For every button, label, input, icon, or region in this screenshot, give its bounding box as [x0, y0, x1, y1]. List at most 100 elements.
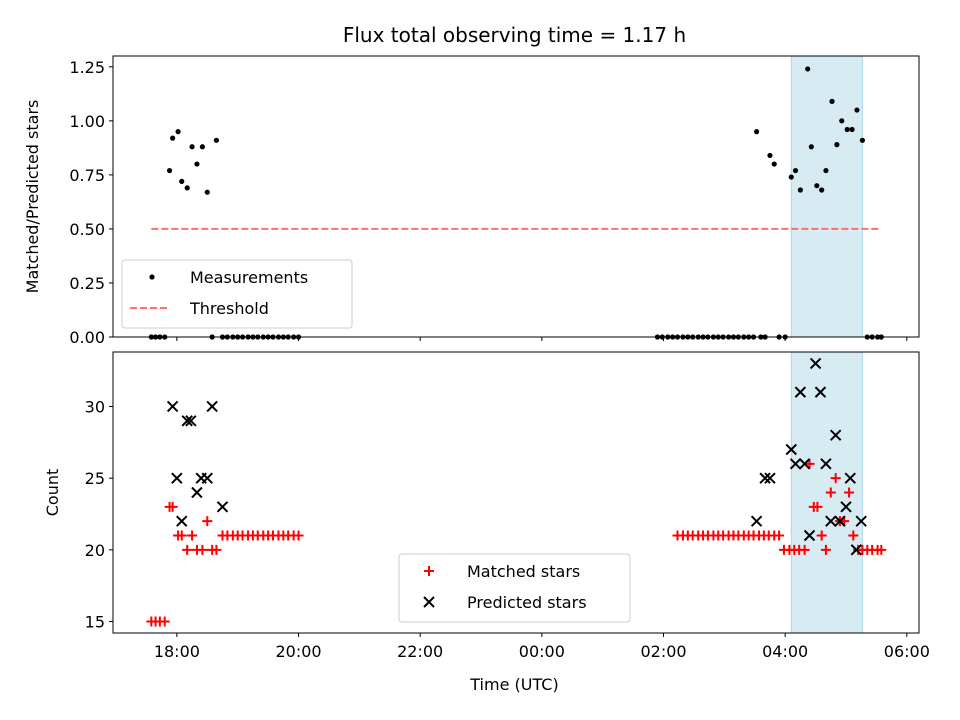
measurement-point: [839, 118, 845, 124]
top-panel: 0.00 0.25 0.50 0.75 1.00 1.25 Matched/Predicte…: [23, 55, 920, 347]
matched-star-point: [176, 530, 187, 541]
predicted-star-point: [201, 472, 213, 484]
measurement-point: [179, 178, 185, 184]
bottom-legend: Matched stars Predicted stars: [398, 553, 631, 623]
top-highlight-span: [790, 55, 863, 338]
y-tick-label: 1.00: [69, 112, 105, 131]
chart-title: Flux total observing time = 1.17 h: [343, 23, 686, 47]
x-tick-label: 20:00: [275, 642, 321, 661]
legend-box: [121, 259, 353, 329]
predicted-star-point: [176, 515, 188, 527]
measurement-point: [808, 144, 814, 150]
measurement-point: [213, 137, 220, 143]
predicted-star-point: [844, 472, 856, 484]
predicted-star-point: [855, 515, 867, 527]
top-legend: Measurements Threshold: [121, 259, 353, 329]
matched-star-point: [202, 516, 213, 527]
measurement-point: [767, 152, 773, 159]
predicted-star-point: [171, 472, 183, 484]
legend-label: Measurements: [190, 268, 308, 287]
measurement-point: [184, 185, 190, 191]
predicted-star-point: [185, 415, 197, 427]
predicted-star-point: [834, 515, 846, 527]
predicted-star-point: [794, 386, 807, 398]
measurement-point: [189, 144, 195, 150]
measurement-point: [170, 135, 176, 141]
measurement-point: [819, 187, 825, 193]
predicted-star-point: [829, 429, 842, 441]
predicted-star-point: [785, 443, 797, 456]
matched-star-point: [211, 544, 222, 555]
predicted-star-point: [750, 515, 763, 527]
measurement-point: [194, 161, 200, 167]
measurement-point: [797, 187, 803, 193]
matched-star-point: [187, 530, 198, 541]
measurement-point: [771, 161, 777, 167]
y-tick-label: 20: [85, 541, 105, 560]
y-tick-label: 0.00: [69, 328, 105, 347]
measurement-point: [814, 183, 820, 189]
x-axis-label: Time (UTC): [469, 675, 558, 694]
measurement-point: [859, 137, 866, 143]
legend-label: Threshold: [189, 299, 269, 318]
matched-star-point: [197, 544, 208, 555]
measurement-point: [823, 167, 829, 174]
measurement-point: [805, 66, 811, 72]
predicted-star-point: [166, 400, 179, 413]
measurement-point: [829, 98, 835, 104]
measurement-point: [753, 129, 760, 135]
legend-entry: Predicted stars: [423, 593, 587, 612]
legend-entry: Threshold: [130, 299, 269, 318]
y-tick-label: 30: [85, 397, 105, 416]
predicted-star-point: [850, 544, 863, 556]
predicted-star-point: [820, 458, 832, 470]
predicted-star-point: [803, 529, 816, 542]
x-tick-label: 06:00: [884, 642, 930, 661]
y-tick-label: 15: [85, 613, 105, 632]
x-tick-label: 02:00: [640, 642, 686, 661]
matched-star-point: [804, 458, 815, 469]
x-tick-label: 22:00: [397, 642, 443, 661]
matched-star-point: [816, 530, 827, 541]
measurement-point: [166, 167, 173, 174]
y-tick-label: 0.50: [69, 220, 105, 239]
matched-star-point: [799, 544, 810, 555]
matched-star-point: [848, 530, 859, 541]
predicted-star-point: [814, 386, 827, 398]
matched-star-point: [293, 530, 304, 541]
matched-star-point: [182, 544, 193, 555]
matched-star-point: [830, 473, 841, 484]
legend-box: [398, 553, 631, 623]
legend-swatch: [423, 596, 435, 608]
bottom-panel: 15 20 25 30 18:00 20:00 22:00 00:00 02:00 04:00 06…: [43, 351, 930, 661]
top-y-axis-label: Matched/Predicted stars: [23, 100, 42, 294]
matched-star-point: [876, 544, 887, 555]
matched-star-point: [825, 487, 836, 498]
y-tick-label: 1.25: [69, 58, 105, 77]
y-tick-label: 25: [85, 469, 105, 488]
bottom-axes-frame: [112, 351, 920, 634]
top-axes-frame: [112, 55, 920, 338]
matched-star-point: [159, 616, 170, 627]
measurement-point: [849, 126, 855, 133]
bottom-series-1: [166, 357, 867, 556]
predicted-star-point: [789, 458, 802, 470]
y-tick-label: 0.25: [69, 274, 105, 293]
measurement-point: [204, 189, 210, 195]
matched-star-point: [774, 530, 785, 541]
predicted-star-point: [798, 458, 811, 470]
matched-star-point: [812, 501, 823, 512]
legend-swatch: [149, 274, 155, 280]
predicted-star-point: [825, 515, 837, 527]
matched-star-point: [167, 501, 178, 512]
x-tick-label: 04:00: [762, 642, 808, 661]
measurement-point: [844, 126, 850, 133]
x-tick-label: 18:00: [154, 642, 200, 661]
predicted-star-point: [840, 501, 852, 513]
predicted-star-point: [759, 472, 771, 484]
predicted-star-point: [181, 415, 193, 427]
measurement-point: [792, 167, 799, 174]
legend-label: Predicted stars: [467, 593, 587, 612]
predicted-star-point: [216, 501, 229, 513]
